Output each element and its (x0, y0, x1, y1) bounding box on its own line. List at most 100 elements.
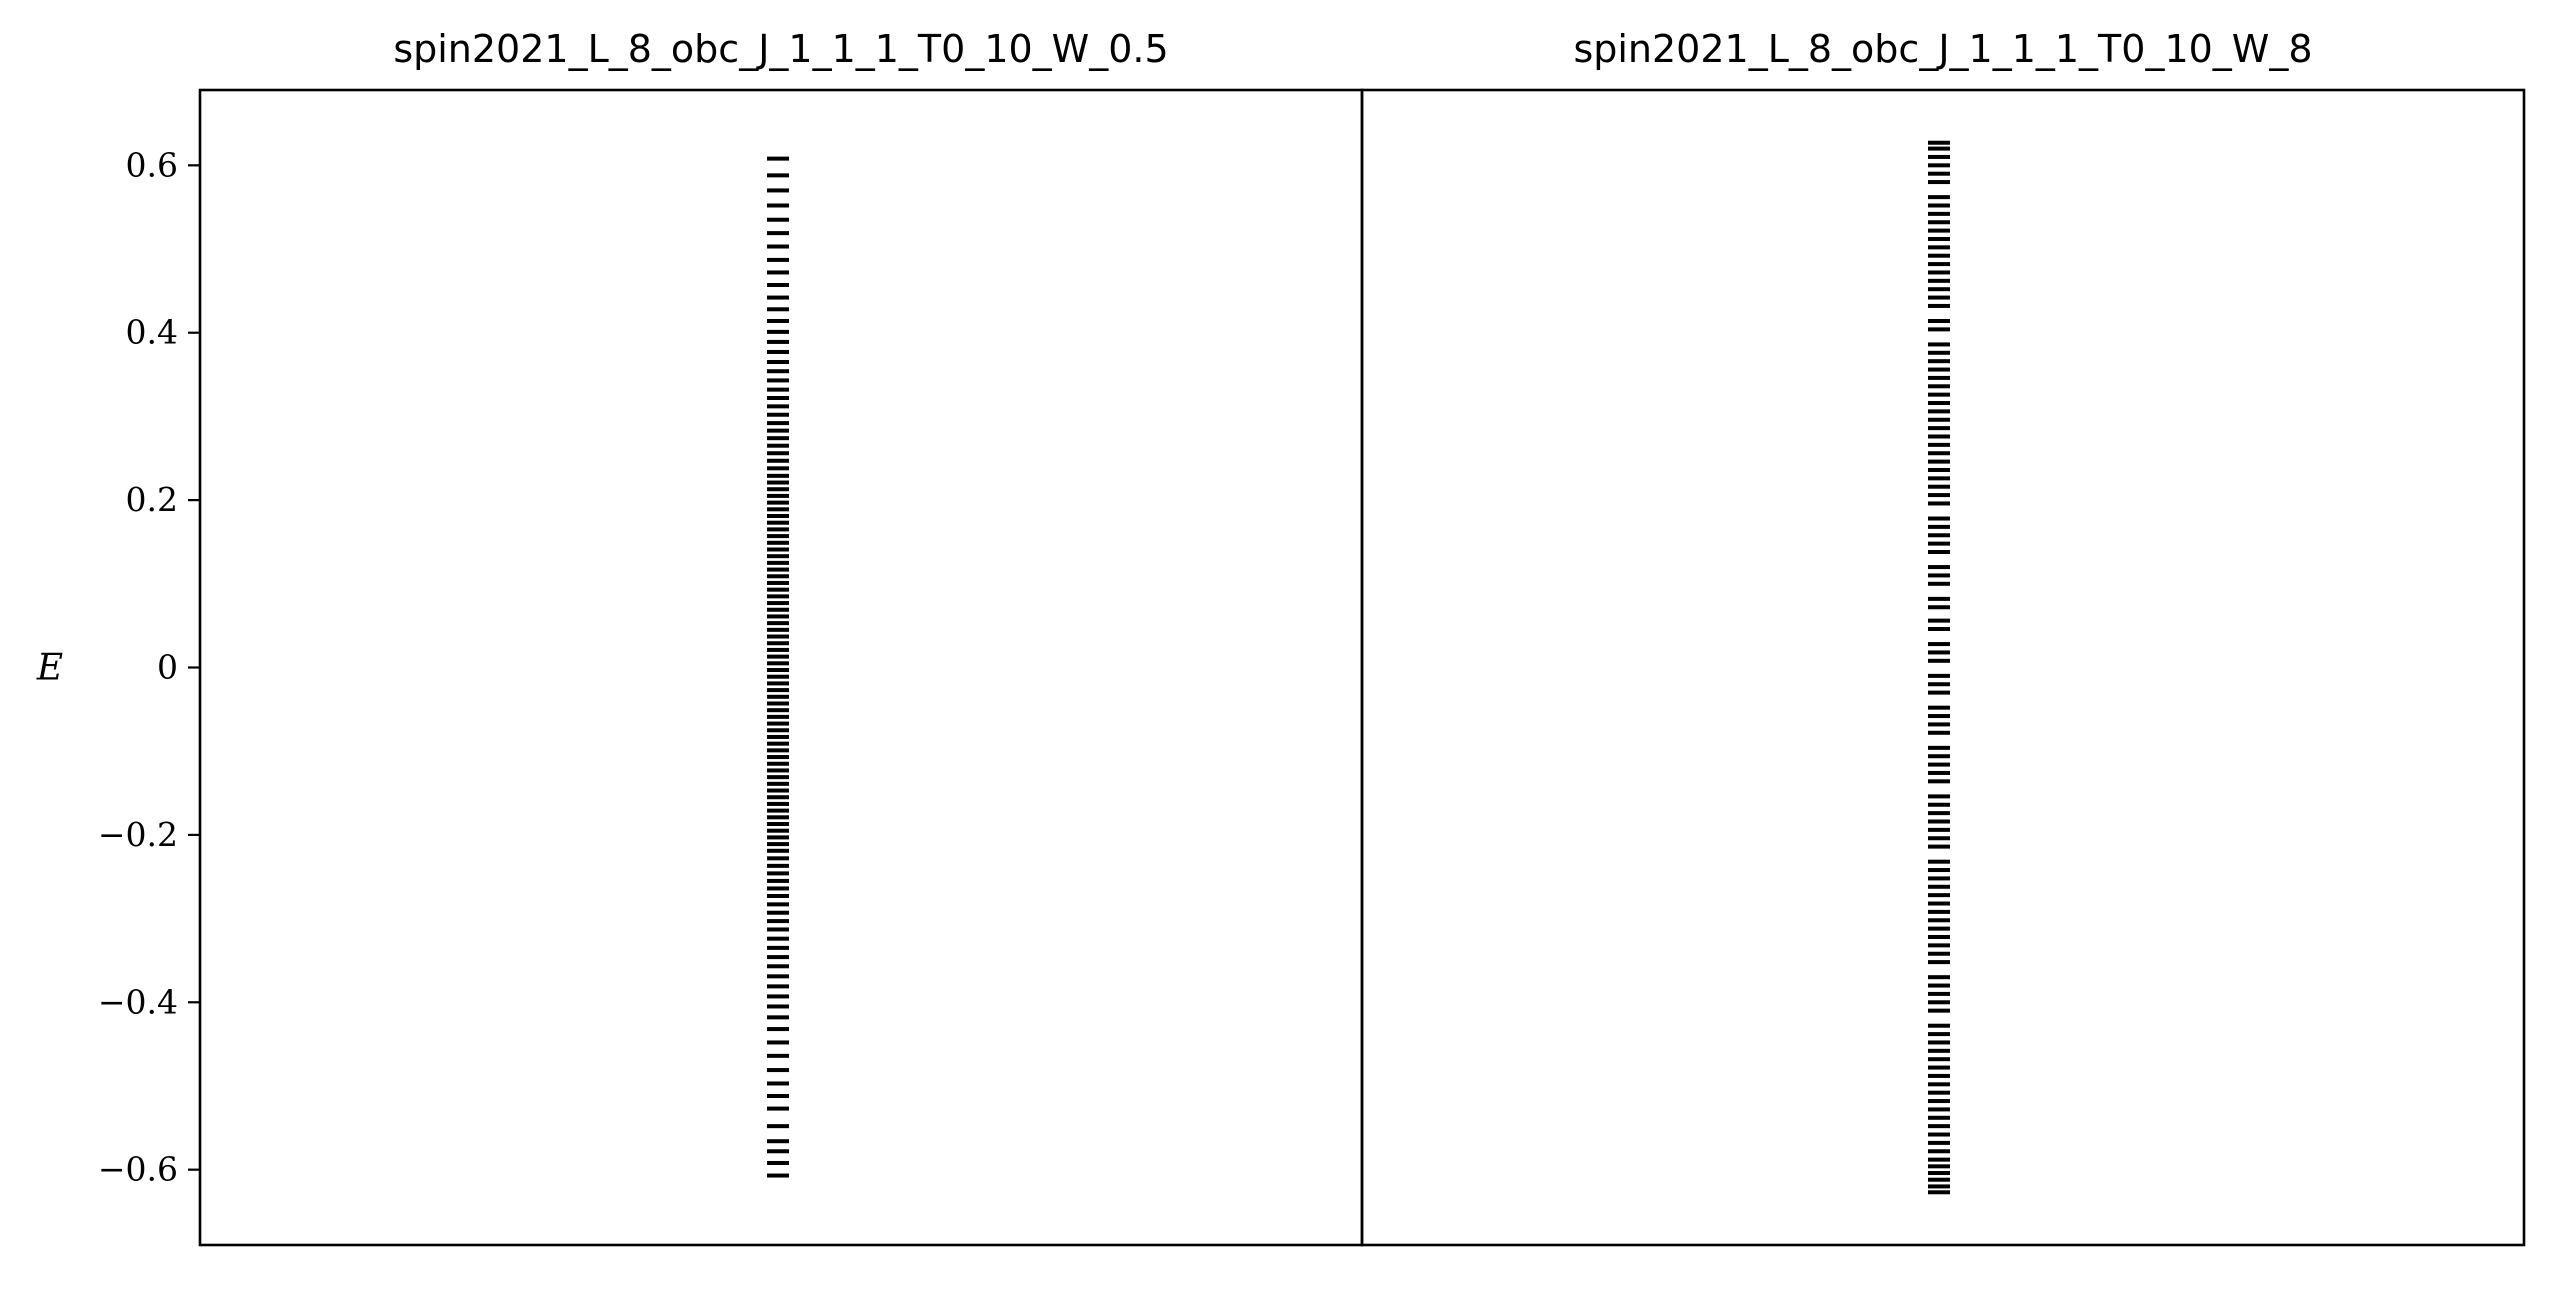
energy-level-mark (767, 257, 789, 262)
energy-level-mark (1928, 794, 1950, 799)
energy-level-mark (767, 547, 789, 552)
energy-level-mark (1928, 1023, 1950, 1028)
energy-level-mark (1928, 754, 1950, 759)
energy-level-mark (1928, 195, 1950, 200)
energy-level-mark (1928, 673, 1950, 678)
energy-level-mark (767, 714, 789, 719)
energy-level-mark (1928, 1107, 1950, 1112)
energy-level-mark (767, 919, 789, 924)
energy-level-mark (767, 634, 789, 639)
energy-level-mark (767, 378, 789, 383)
energy-level-mark (767, 878, 789, 883)
energy-level-mark (1928, 779, 1950, 784)
energy-level-mark (1928, 140, 1950, 145)
energy-level-mark (767, 404, 789, 409)
energy-level-mark (767, 295, 789, 300)
energy-level-mark (1928, 762, 1950, 767)
energy-level-mark (767, 428, 789, 433)
energy-level-mark (767, 984, 789, 989)
energy-level-mark (767, 856, 789, 861)
energy-level-mark (767, 244, 789, 249)
energy-level-mark (1928, 459, 1950, 464)
energy-level-mark (1928, 722, 1950, 727)
energy-level-mark (767, 231, 789, 236)
energy-level-mark (767, 842, 789, 847)
energy-level-mark (767, 217, 789, 222)
energy-level-mark (767, 329, 789, 334)
energy-level-mark (1928, 375, 1950, 380)
panel-right: spin2021_L_8_obc_J_1_1_1_T0_10_W_8 (1360, 27, 2526, 1247)
energy-level-mark (1928, 618, 1950, 623)
energy-level-mark (767, 480, 789, 485)
energy-level-mark (1928, 287, 1950, 292)
energy-level-mark (767, 580, 789, 585)
energy-level-mark (1928, 951, 1950, 956)
energy-level-mark (767, 801, 789, 806)
energy-level-mark (767, 828, 789, 833)
energy-level-mark (1928, 1115, 1950, 1120)
energy-level-mark (1928, 682, 1950, 687)
energy-levels-left (767, 156, 789, 1178)
energy-level-mark (767, 614, 789, 619)
energy-level-mark (1928, 573, 1950, 578)
energy-level-mark (767, 808, 789, 813)
energy-level-mark (767, 955, 789, 960)
energy-level-mark (1928, 236, 1950, 241)
energy-level-mark (1928, 501, 1950, 506)
energy-level-mark (767, 1106, 789, 1111)
energy-level-mark (1928, 484, 1950, 489)
energy-level-mark (767, 607, 789, 612)
energy-level-mark (767, 654, 789, 659)
energy-level-mark (767, 795, 789, 800)
energy-level-mark (1928, 154, 1950, 159)
energy-level-mark (767, 1124, 789, 1129)
energy-level-mark (767, 436, 789, 441)
energy-level-mark (1928, 426, 1950, 431)
energy-level-mark (1928, 1057, 1950, 1062)
energy-level-mark (1928, 811, 1950, 816)
energy-level-mark (767, 1173, 789, 1178)
energy-level-mark (767, 540, 789, 545)
energy-level-mark (767, 781, 789, 786)
energy-level-mark (767, 1068, 789, 1073)
energy-level-mark (1928, 1184, 1950, 1189)
energy-levels-right (1928, 140, 1950, 1195)
energy-level-mark (767, 708, 789, 713)
energy-level-mark (1928, 827, 1950, 832)
energy-level-mark (767, 893, 789, 898)
energy-level-mark (1928, 467, 1950, 472)
energy-level-mark (1928, 359, 1950, 364)
energy-level-mark (767, 1053, 789, 1058)
energy-level-mark (1928, 859, 1950, 864)
energy-level-mark (767, 349, 789, 354)
energy-level-mark (767, 156, 789, 161)
energy-level-mark (767, 1139, 789, 1144)
energy-level-mark (767, 945, 789, 950)
energy-level-mark (1928, 1132, 1950, 1137)
energy-level-mark (767, 319, 789, 323)
energy-level-mark (1928, 1082, 1950, 1087)
y-tick-label: −0.2 (98, 815, 178, 854)
energy-level-mark (1928, 802, 1950, 807)
energy-level-mark (767, 387, 789, 392)
energy-level-mark (767, 974, 789, 979)
energy-level-mark (767, 1015, 789, 1020)
energy-level-mark (767, 734, 789, 739)
energy-level-mark (767, 514, 789, 519)
energy-level-mark (767, 451, 789, 456)
energy-level-mark (767, 203, 789, 208)
energy-level-mark (1928, 1124, 1950, 1129)
energy-level-mark (767, 1027, 789, 1032)
energy-level-mark (1928, 581, 1950, 586)
energy-level-mark (1928, 770, 1950, 775)
energy-level-mark (1928, 493, 1950, 498)
energy-level-mark (1928, 596, 1950, 601)
energy-level-mark (1928, 303, 1950, 308)
energy-level-mark (1928, 705, 1950, 710)
energy-level-mark (767, 369, 789, 374)
energy-level-mark (1928, 943, 1950, 948)
energy-level-mark (1928, 901, 1950, 906)
energy-level-mark (767, 421, 789, 426)
energy-level-mark (1928, 960, 1950, 965)
energy-level-mark (1928, 730, 1950, 735)
